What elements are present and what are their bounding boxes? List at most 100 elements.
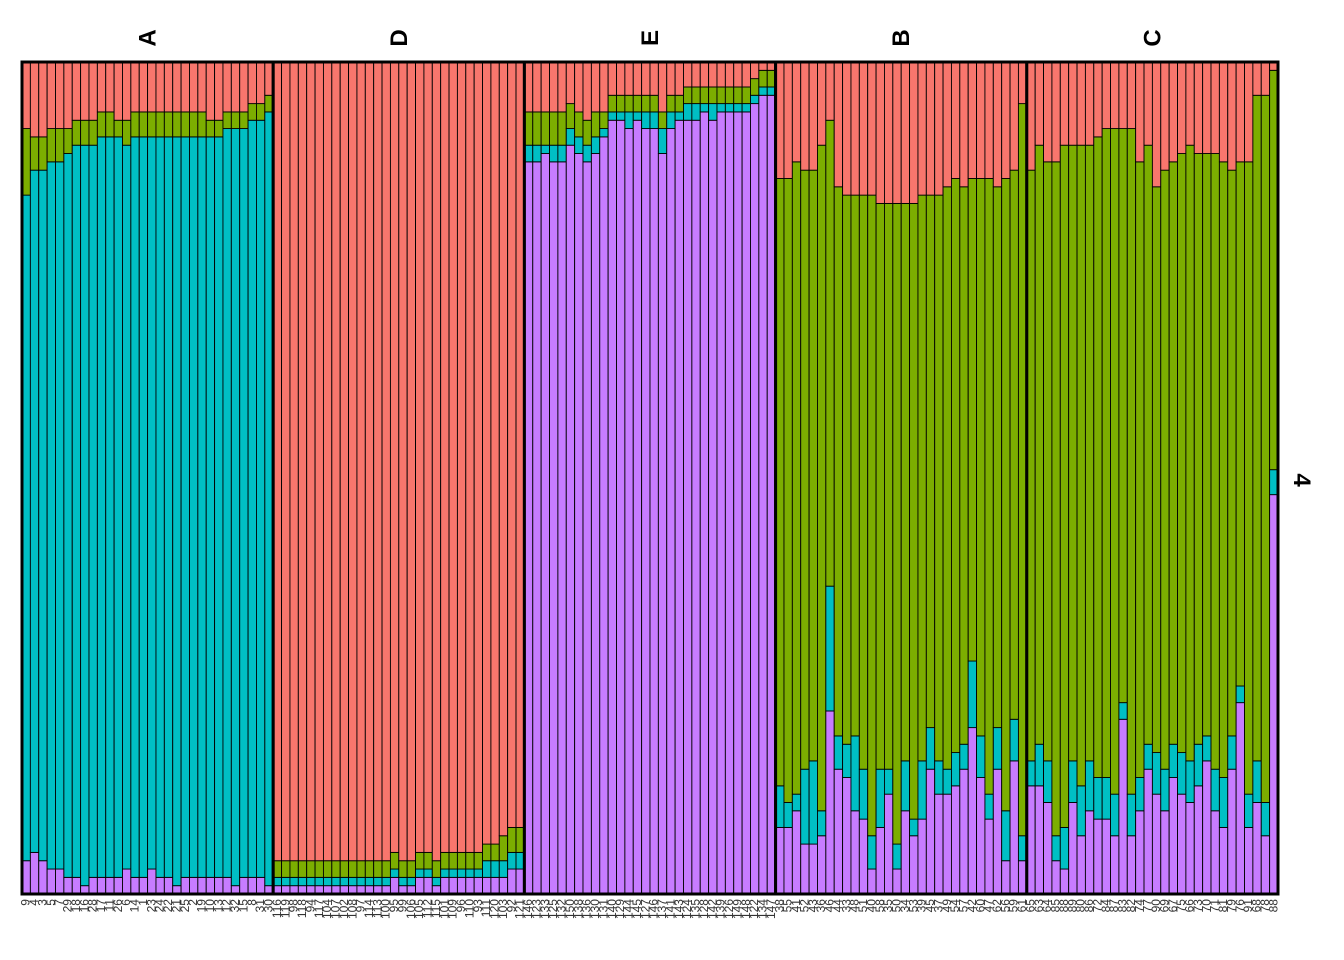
bar-C-81-teal	[1218, 777, 1229, 828]
bar-B-60-red	[976, 61, 986, 179]
bar-E-135-red	[691, 61, 701, 88]
bar-C-67-purple	[1168, 777, 1178, 895]
sample-tick-label: 128	[697, 899, 711, 919]
bar-B-59-purple	[1009, 760, 1019, 895]
bar-D-109-teal	[448, 868, 458, 878]
bar-E-138-teal	[574, 136, 584, 154]
bar-E-134-teal	[758, 86, 768, 96]
bar-B-42-green	[967, 178, 978, 662]
bar-D-100-teal	[381, 876, 391, 887]
sample-tick-label: 127	[638, 899, 652, 919]
bar-E-149-green	[733, 86, 743, 105]
bar-D-96-red	[456, 61, 467, 853]
bar-C-64-green	[1043, 161, 1053, 762]
bar-C-73-purple	[1193, 785, 1204, 895]
bar-D-114-red	[364, 61, 375, 862]
bar-E-149-red	[733, 61, 743, 88]
bar-A-10-purple	[205, 876, 216, 895]
bar-D-119-red	[281, 61, 291, 862]
bar-D-115-teal	[431, 876, 442, 887]
sample-tick-label: 147	[764, 899, 778, 919]
bar-D-106-green	[406, 860, 416, 878]
bar-C-91-purple	[1244, 826, 1254, 895]
bar-E-145-teal	[632, 111, 643, 121]
bar-D-96-teal	[456, 868, 467, 878]
bar-B-62-red	[992, 61, 1003, 188]
bar-B-49-purple	[942, 793, 952, 895]
sample-tick-label: 78	[1258, 899, 1272, 913]
bar-B-45-teal	[925, 727, 936, 770]
sample-tick-label: 49	[940, 899, 954, 913]
bar-B-42-teal	[967, 660, 978, 729]
bar-D-120-red	[490, 61, 500, 845]
sample-tick-label: 14	[128, 899, 142, 913]
sample-tick-label: 3	[35, 899, 49, 906]
bar-A-14-purple	[130, 876, 140, 895]
bar-A-17-teal	[96, 136, 107, 878]
bar-A-24-purple	[155, 876, 165, 895]
sample-tick-label: 130	[588, 899, 602, 919]
bar-A-32-green	[230, 111, 241, 130]
sample-tick-label: 117	[312, 899, 326, 918]
sample-tick-label: 61	[1015, 899, 1029, 913]
bar-D-110-teal	[465, 868, 475, 878]
bar-E-131-teal	[599, 128, 609, 138]
bar-A-19-purple	[197, 876, 207, 895]
sample-tick-label: 84	[1099, 899, 1113, 913]
bar-A-17-purple	[96, 876, 107, 895]
sample-tick-label: 6	[119, 899, 133, 906]
bar-C-85-purple	[1051, 860, 1061, 895]
bar-C-85-red	[1051, 61, 1061, 163]
bar-E-123-green	[532, 111, 542, 146]
bar-D-101-teal	[440, 868, 450, 878]
sample-tick-label: 136	[580, 899, 594, 919]
sample-tick-label: 28	[86, 899, 100, 913]
bar-C-88-purple	[1059, 868, 1070, 895]
bar-E-140-teal	[607, 111, 617, 121]
bar-B-36-purple	[817, 835, 827, 895]
bar-E-129-purple	[616, 119, 626, 895]
bar-A-3-green	[38, 136, 48, 171]
sample-tick-label: 39	[915, 899, 929, 913]
bar-D-111-green	[482, 843, 492, 862]
sample-tick-label: 126	[722, 899, 736, 919]
sample-tick-label: 69	[1157, 899, 1171, 913]
bar-E-125-green	[549, 111, 559, 146]
bar-B-39-purple	[917, 818, 927, 895]
bar-C-78-teal	[1260, 802, 1271, 837]
bar-C-80-teal	[1076, 785, 1086, 837]
bar-A-14-green	[130, 111, 140, 138]
sample-tick-label: 88	[1266, 899, 1280, 913]
bar-D-97-teal	[356, 876, 366, 887]
bar-C-90-teal	[1151, 752, 1162, 795]
bar-B-53-red	[909, 61, 919, 204]
bar-A-23-red	[147, 61, 157, 113]
bar-C-89-red	[1068, 61, 1078, 146]
bar-E-139-purple	[716, 111, 726, 895]
bar-E-135-green	[691, 86, 701, 105]
bar-D-111-teal	[482, 860, 492, 878]
bar-B-41-green	[791, 161, 802, 795]
bar-A-29-purple	[63, 876, 73, 895]
bar-D-112-purple	[423, 876, 433, 895]
bar-B-40-teal	[867, 835, 877, 870]
bar-C-76-purple	[1235, 702, 1245, 895]
bar-E-138-red	[574, 61, 584, 113]
bar-A-29-red	[63, 61, 73, 130]
bar-D-105-red	[415, 61, 425, 853]
bar-E-148-purple	[741, 111, 751, 895]
sample-tick-label: 82	[1124, 899, 1138, 913]
bar-C-87-red	[1110, 61, 1120, 130]
bar-B-33-green	[842, 194, 852, 745]
bar-C-80-red	[1076, 61, 1086, 146]
bar-D-112-red	[423, 61, 433, 853]
bar-E-123-teal	[532, 144, 542, 163]
bar-D-109-red	[448, 61, 458, 853]
bar-E-127-teal	[641, 111, 651, 130]
sample-tick-label: 149	[730, 899, 744, 919]
bar-B-45-red	[925, 61, 936, 196]
bar-B-51-teal	[858, 768, 869, 820]
bar-C-76-red	[1235, 61, 1245, 163]
sample-tick-label: 65	[1023, 899, 1037, 913]
sample-tick-label: 131	[596, 899, 610, 919]
